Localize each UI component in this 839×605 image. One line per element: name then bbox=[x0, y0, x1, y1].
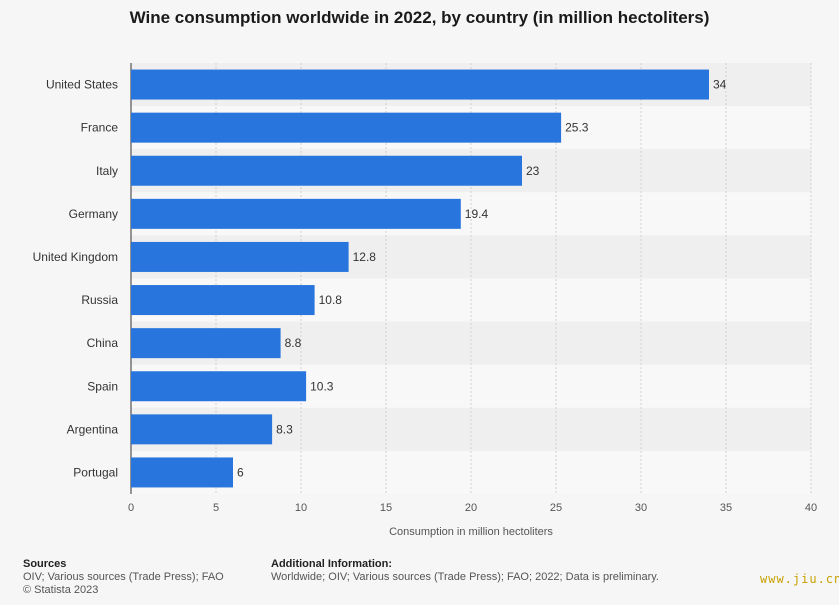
value-label: 19.4 bbox=[465, 207, 489, 221]
value-label: 12.8 bbox=[353, 250, 377, 264]
value-label: 8.8 bbox=[285, 336, 302, 350]
sources-text: OIV; Various sources (Trade Press); FAO bbox=[23, 571, 224, 583]
category-label: United States bbox=[46, 78, 118, 92]
bar-chart: United States 34 France 25.3 Italy 23 Germany 1… bbox=[33, 63, 817, 538]
category-label: Russia bbox=[81, 293, 118, 307]
x-tick-label: 10 bbox=[295, 502, 307, 514]
category-label: Spain bbox=[87, 379, 118, 393]
x-tick-label: 35 bbox=[720, 502, 732, 514]
bar bbox=[131, 198, 461, 229]
x-tick-label: 0 bbox=[128, 502, 134, 514]
bar bbox=[131, 371, 307, 402]
category-label: China bbox=[87, 336, 119, 350]
additional-info-title: Additional Information: bbox=[271, 558, 392, 570]
sources-title: Sources bbox=[23, 558, 67, 570]
bar bbox=[131, 155, 522, 186]
x-axis-label: Consumption in million hectoliters bbox=[389, 526, 553, 538]
watermark: www.jiu.cn bbox=[760, 572, 839, 586]
x-tick-label: 30 bbox=[635, 502, 647, 514]
x-tick-label: 5 bbox=[213, 502, 219, 514]
additional-info-block: Additional Information: Worldwide; OIV; … bbox=[271, 558, 659, 584]
value-label: 10.8 bbox=[319, 293, 343, 307]
value-label: 10.3 bbox=[310, 379, 334, 393]
x-tick-label: 20 bbox=[465, 502, 477, 514]
sources-block: Sources OIV; Various sources (Trade Pres… bbox=[23, 558, 224, 597]
value-label: 34 bbox=[713, 78, 727, 92]
category-label: France bbox=[81, 121, 119, 135]
category-label: Germany bbox=[69, 207, 118, 221]
category-label: Portugal bbox=[73, 465, 118, 479]
category-label: United Kingdom bbox=[33, 250, 118, 264]
additional-info-text: Worldwide; OIV; Various sources (Trade P… bbox=[271, 571, 659, 583]
bar bbox=[131, 112, 562, 143]
value-label: 23 bbox=[526, 164, 540, 178]
x-tick-label: 15 bbox=[380, 502, 392, 514]
category-label: Argentina bbox=[67, 422, 119, 436]
value-label: 25.3 bbox=[565, 121, 589, 135]
bar bbox=[131, 285, 315, 316]
category-label: Italy bbox=[96, 164, 118, 178]
value-label: 6 bbox=[237, 465, 244, 479]
x-tick-label: 25 bbox=[550, 502, 562, 514]
copyright-text: © Statista 2023 bbox=[23, 584, 99, 596]
chart-title: Wine consumption worldwide in 2022, by c… bbox=[129, 8, 710, 27]
bar bbox=[131, 414, 273, 445]
bar bbox=[131, 69, 709, 100]
x-tick-label: 40 bbox=[805, 502, 817, 514]
bar bbox=[131, 457, 233, 488]
bar bbox=[131, 241, 349, 272]
value-label: 8.3 bbox=[276, 422, 293, 436]
bar bbox=[131, 328, 281, 359]
